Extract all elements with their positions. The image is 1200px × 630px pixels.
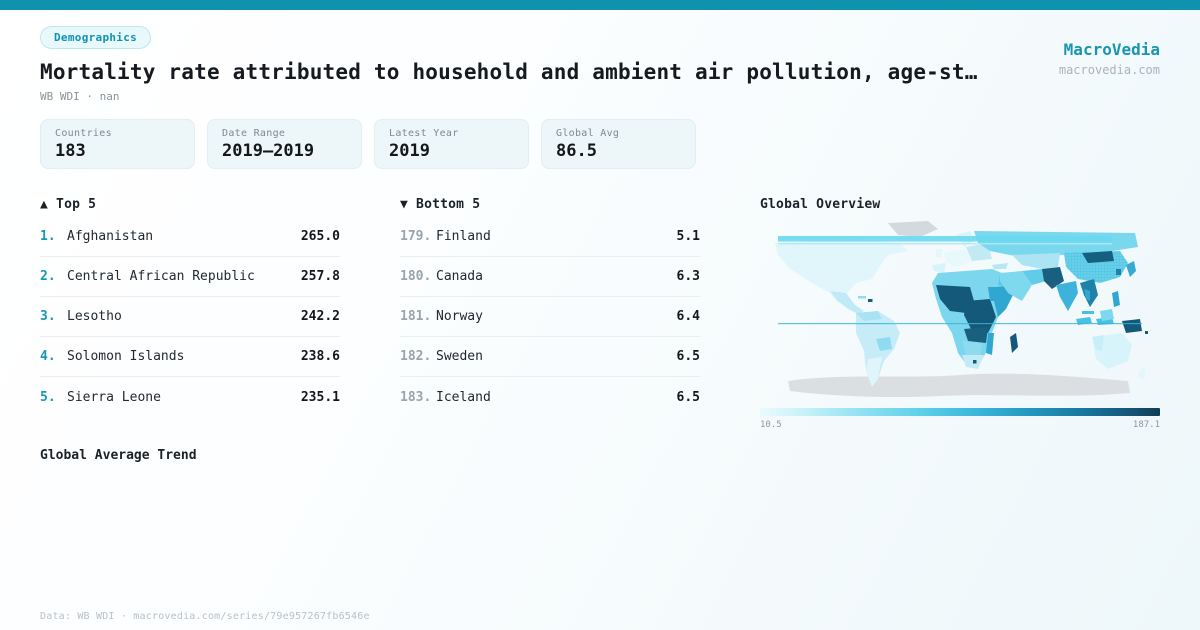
country-name: Sweden [436,349,483,364]
country-name: Norway [436,309,483,324]
color-scale-labels: 10.5 187.1 [760,420,1160,430]
country-value: 6.4 [676,309,700,324]
country-name: Finland [436,229,491,244]
list-item: 5. Sierra Leone 235.1 [40,377,340,417]
country-value: 257.8 [300,269,340,284]
stat-value: 2019 [389,141,430,161]
stat-label: Countries [55,128,112,139]
legend-min-label: 10.5 [760,420,782,430]
rank-number: 3. [40,309,56,324]
page-subtitle: WB WDI · nan [40,90,120,103]
country-value: 235.1 [300,389,340,405]
country-name: Iceland [436,389,491,405]
world-choropleth-map [775,221,1148,398]
country-name: Canada [436,269,483,284]
column-gap [340,197,400,430]
brand-block: MacroVedia macrovedia.com [1059,40,1160,77]
map-panel: Global Overview [760,197,1160,430]
country-value: 5.1 [676,229,700,244]
rank-number: 180. [400,269,432,284]
rank-number: 4. [40,349,56,364]
rank-number: 182. [400,349,432,364]
stat-value: 183 [55,141,86,161]
stat-card-latest-year: Latest Year 2019 [374,119,529,169]
brand-url: macrovedia.com [1058,63,1160,77]
list-item: 1. Afghanistan 265.0 [40,217,340,257]
list-item: 181. Norway 6.4 [400,297,700,337]
rank-number: 179. [400,229,432,244]
country-value: 242.2 [300,309,340,324]
country-name: Sierra Leone [67,389,161,405]
bottom5-list: 179. Finland 5.1 180. Canada 6.3 181. No… [400,217,700,417]
stats-row: Countries 183 Date Range 2019—2019 Lates… [40,119,1160,169]
top-accent-bar [0,0,1200,10]
trend-heading: Global Average Trend [40,448,197,463]
bottom5-panel: ▼ Bottom 5 179. Finland 5.1 180. Canada … [400,197,700,430]
card-content: Demographics MacroVedia macrovedia.com M… [0,10,1200,463]
rank-number: 181. [400,309,432,324]
country-name: Lesotho [67,309,122,324]
stat-card-global-avg: Global Avg 86.5 [541,119,696,169]
top5-list: 1. Afghanistan 265.0 2. Central African … [40,217,340,417]
list-item: 2. Central African Republic 257.8 [40,257,340,297]
stat-label: Latest Year [389,128,459,139]
list-item: 182. Sweden 6.5 [400,337,700,377]
country-name: Afghanistan [67,229,154,244]
list-item: 4. Solomon Islands 238.6 [40,337,340,377]
brand-logo: MacroVedia [1063,40,1160,59]
rank-number: 2. [40,269,56,284]
map-heading: Global Overview [760,197,881,212]
top5-heading: ▲ Top 5 [40,197,97,212]
stat-label: Date Range [222,128,286,139]
list-item: 179. Finland 5.1 [400,217,700,257]
top5-panel: ▲ Top 5 1. Afghanistan 265.0 2. Central … [40,197,340,430]
main-columns: ▲ Top 5 1. Afghanistan 265.0 2. Central … [40,197,1160,430]
rank-number: 1. [40,229,56,244]
country-value: 238.6 [300,349,340,364]
list-item: 180. Canada 6.3 [400,257,700,297]
rank-number: 5. [40,389,56,405]
country-value: 265.0 [300,229,340,244]
bottom5-heading: ▼ Bottom 5 [400,197,481,212]
category-badge: Demographics [40,26,152,49]
stat-card-countries: Countries 183 [40,119,195,169]
color-scale-bar [760,408,1160,416]
stat-label: Global Avg [556,128,620,139]
column-gap [700,197,760,430]
country-value: 6.5 [676,389,700,405]
stat-value: 86.5 [556,141,597,161]
page-title: Mortality rate attributed to household a… [40,60,978,84]
legend-max-label: 187.1 [1132,420,1160,430]
country-name: Central African Republic [67,269,255,284]
country-name: Solomon Islands [67,349,185,364]
country-value: 6.3 [676,269,700,284]
rank-number: 183. [400,389,432,405]
footer-attribution: Data: WB WDI · macrovedia.com/series/79e… [40,611,370,622]
stat-value: 2019—2019 [222,141,315,161]
list-item: 183. Iceland 6.5 [400,377,700,417]
list-item: 3. Lesotho 242.2 [40,297,340,337]
stat-card-date-range: Date Range 2019—2019 [207,119,362,169]
country-value: 6.5 [676,349,700,364]
